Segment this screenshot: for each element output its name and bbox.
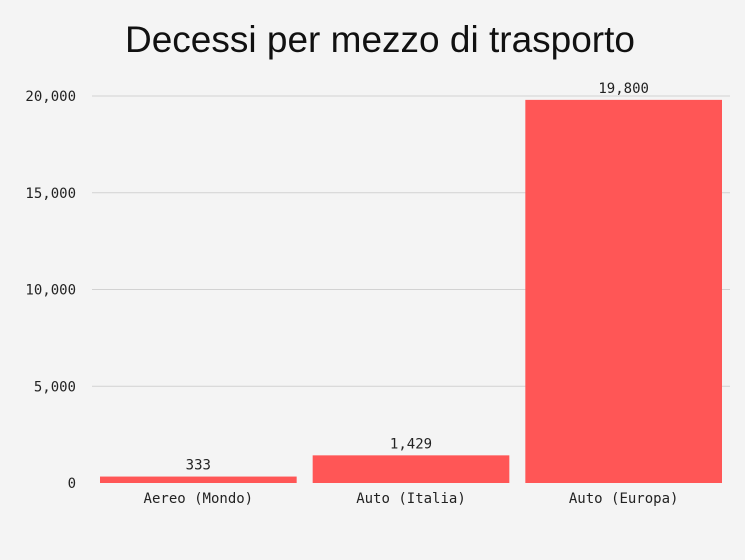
bars — [100, 99, 722, 484]
bar-value-label: 333 — [186, 458, 211, 474]
x-category-label: Auto (Europa) — [569, 491, 679, 507]
y-tick-label: 10,000 — [25, 283, 76, 299]
data-labels: 333 1,429 19,800 — [186, 81, 649, 474]
x-axis-categories: Aereo (Mondo) Auto (Italia) Auto (Europa) — [144, 491, 679, 507]
bar-value-label: 19,800 — [598, 81, 649, 97]
bar-value-label: 1,429 — [390, 436, 432, 452]
bar — [100, 476, 297, 483]
x-category-label: Aereo (Mondo) — [144, 491, 254, 507]
y-tick-label: 5,000 — [34, 379, 76, 395]
bar — [525, 99, 722, 484]
y-axis-ticks: 0 5,000 10,000 15,000 20,000 — [25, 89, 76, 492]
y-tick-label: 15,000 — [25, 186, 76, 202]
chart-title: Decessi per mezzo di trasporto — [125, 19, 635, 60]
bar — [312, 455, 510, 483]
y-tick-label: 0 — [68, 476, 76, 492]
y-tick-label: 20,000 — [25, 89, 76, 105]
x-category-label: Auto (Italia) — [356, 491, 466, 507]
